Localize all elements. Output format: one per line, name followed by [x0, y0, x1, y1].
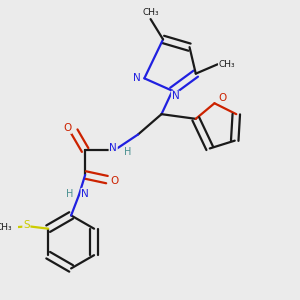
Text: H: H	[66, 189, 73, 199]
Text: CH₃: CH₃	[0, 223, 12, 232]
Text: O: O	[218, 93, 226, 103]
Text: N: N	[109, 143, 117, 153]
Text: O: O	[111, 176, 119, 186]
Text: O: O	[63, 123, 71, 133]
Text: S: S	[23, 220, 30, 230]
Text: N: N	[172, 92, 179, 101]
Text: CH₃: CH₃	[219, 60, 235, 69]
Text: CH₃: CH₃	[142, 8, 159, 17]
Text: N: N	[133, 73, 140, 83]
Text: N: N	[81, 189, 89, 199]
Text: H: H	[124, 148, 131, 158]
